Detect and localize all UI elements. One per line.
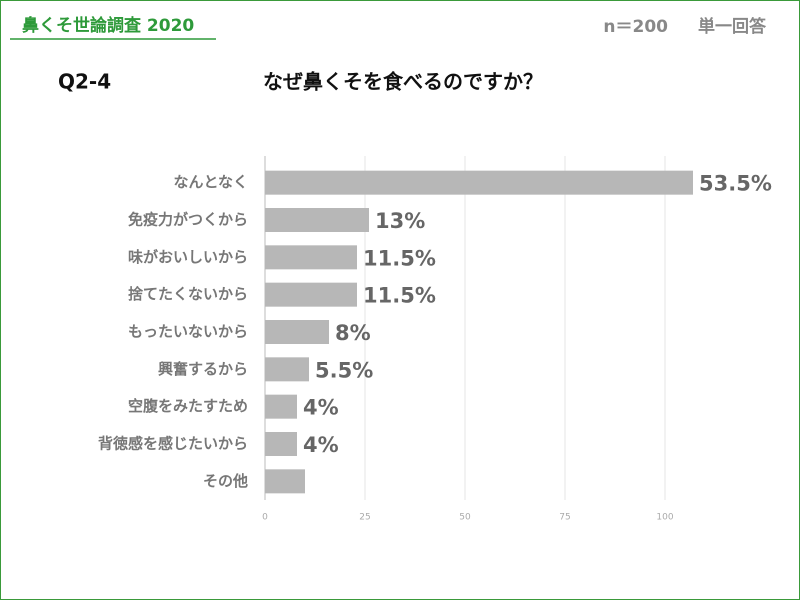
x-tick-label: 0 <box>262 513 268 523</box>
bar <box>265 357 309 382</box>
answer-type: 単一回答 <box>698 16 767 37</box>
value-label: 13% <box>375 209 425 233</box>
category-label: 免疫力がつくから <box>128 211 248 229</box>
bar <box>265 245 357 270</box>
category-label: なんとなく <box>173 173 248 191</box>
value-label: 11.5% <box>363 246 436 270</box>
value-label: 4% <box>303 396 339 420</box>
sample-size: n＝200 <box>603 17 668 37</box>
value-label: 11.5% <box>363 284 436 308</box>
value-label: 4% <box>303 433 339 457</box>
bar <box>265 432 297 456</box>
x-tick-label: 50 <box>459 513 471 523</box>
value-label: 8% <box>335 321 371 345</box>
bar <box>265 320 329 344</box>
bar <box>265 282 357 307</box>
bar <box>265 170 693 195</box>
category-label: 味がおいしいから <box>128 248 248 266</box>
value-label: 53.5% <box>699 172 772 196</box>
category-label: 背徳感を感じたいから <box>98 435 248 453</box>
bar <box>265 208 369 232</box>
category-label: 興奮するから <box>158 360 248 378</box>
bar <box>265 469 305 494</box>
header-title: 鼻くそ世論調査 2020 <box>22 15 194 36</box>
category-label: 捨てたくないから <box>128 285 248 303</box>
category-label: その他 <box>203 472 248 490</box>
x-tick-label: 100 <box>656 513 673 523</box>
category-label: 空腹をみたすため <box>128 397 248 415</box>
chart-title: なぜ鼻くそを食べるのですか？ <box>263 70 543 94</box>
question-id: Q2-4 <box>58 70 111 94</box>
x-tick-label: 25 <box>359 513 370 523</box>
bar <box>265 394 297 419</box>
value-label: 5.5% <box>315 358 373 382</box>
category-label: もったいないから <box>128 323 248 341</box>
x-tick-label: 75 <box>559 513 570 523</box>
